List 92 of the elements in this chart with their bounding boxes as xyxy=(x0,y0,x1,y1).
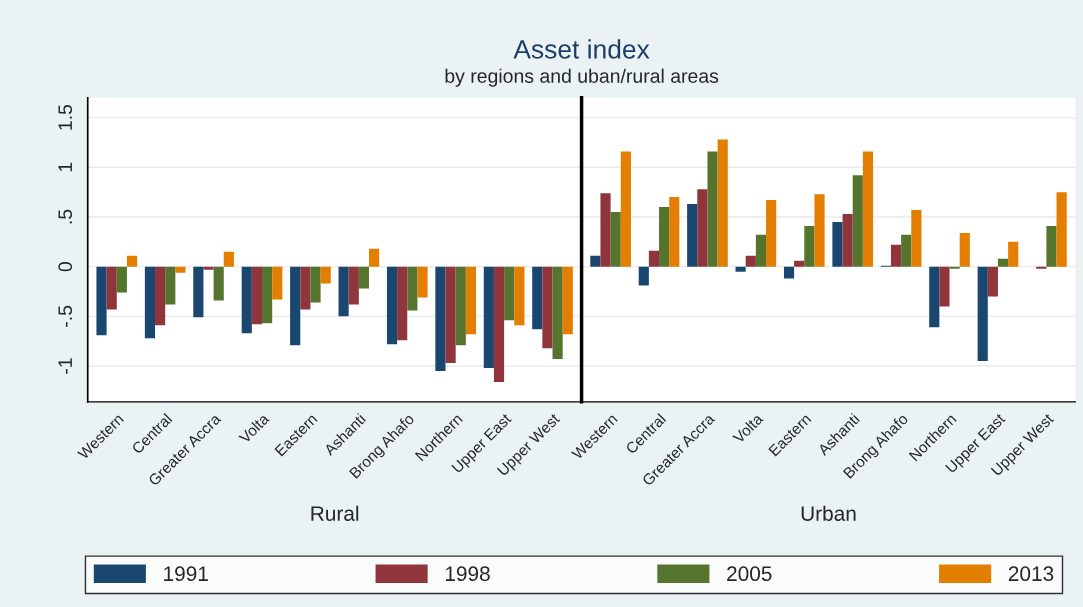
bar xyxy=(96,266,107,336)
bar xyxy=(890,244,902,267)
bar xyxy=(783,266,795,279)
y-tick-label: 1.5 xyxy=(58,104,73,130)
bar xyxy=(483,266,494,369)
bar xyxy=(669,197,680,267)
bar xyxy=(620,151,631,267)
bar xyxy=(417,266,428,298)
bar xyxy=(223,251,234,267)
bar xyxy=(862,151,874,267)
bar xyxy=(397,266,408,341)
bar xyxy=(175,266,186,273)
bar xyxy=(386,266,398,345)
bar xyxy=(407,266,418,311)
bar xyxy=(717,139,728,267)
bar xyxy=(735,266,746,272)
bar xyxy=(358,266,370,289)
bar xyxy=(697,189,708,267)
bar xyxy=(552,266,563,360)
bar xyxy=(832,221,843,267)
bar xyxy=(1008,241,1019,267)
bar xyxy=(445,266,456,364)
bar xyxy=(911,210,922,267)
legend-label: 1998 xyxy=(445,566,490,582)
y-tick-label: -.5 xyxy=(58,305,73,327)
bar xyxy=(766,200,777,267)
bar xyxy=(369,248,380,267)
bar xyxy=(193,266,204,318)
bar xyxy=(262,266,273,324)
bar xyxy=(804,225,815,267)
chart-subtitle: by regions and uban/rural areas xyxy=(445,68,719,87)
bar xyxy=(272,266,283,300)
bar xyxy=(562,266,573,335)
bar xyxy=(648,250,660,267)
bar xyxy=(493,266,505,382)
bar xyxy=(241,266,252,334)
bar xyxy=(213,266,224,301)
bar xyxy=(1056,192,1067,267)
bar xyxy=(126,255,138,267)
bar xyxy=(745,255,756,267)
bar xyxy=(959,232,970,267)
y-tick-label: 1 xyxy=(58,162,72,172)
bar xyxy=(144,266,156,339)
bar xyxy=(532,266,543,330)
y-tick-label: -1 xyxy=(58,358,72,374)
bar xyxy=(707,151,718,267)
bar xyxy=(590,255,601,267)
legend-label: 2005 xyxy=(727,566,772,582)
bar xyxy=(155,266,166,326)
bar xyxy=(542,266,553,349)
bar xyxy=(251,266,263,325)
bar xyxy=(203,266,214,270)
bar xyxy=(465,266,477,335)
bar xyxy=(600,193,611,267)
bar xyxy=(514,266,525,326)
bar xyxy=(929,266,940,328)
bar xyxy=(687,204,698,267)
x-axis-title: Urban xyxy=(801,505,856,521)
bar xyxy=(116,266,127,293)
bar xyxy=(794,260,805,267)
bar xyxy=(977,266,988,362)
legend-label: 2013 xyxy=(1008,566,1054,582)
bar xyxy=(987,266,998,297)
bar xyxy=(814,194,825,267)
bar xyxy=(348,266,359,305)
bar xyxy=(338,266,349,317)
bar xyxy=(842,214,853,267)
bar xyxy=(638,266,649,286)
x-tick-label: Volta xyxy=(238,412,270,445)
y-tick-label: .5 xyxy=(58,209,73,224)
bar xyxy=(1046,225,1057,267)
bar xyxy=(435,266,446,372)
bar xyxy=(504,266,515,321)
bar xyxy=(659,207,670,267)
bar xyxy=(310,266,321,303)
bar xyxy=(852,175,863,267)
legend-label: 1991 xyxy=(164,566,208,582)
chart-title: Asset index xyxy=(513,39,650,59)
bar xyxy=(939,266,950,307)
bar xyxy=(320,266,331,284)
bar xyxy=(997,258,1009,267)
bar xyxy=(300,266,311,310)
bar xyxy=(755,234,767,267)
bar xyxy=(610,212,621,267)
bar xyxy=(455,266,466,346)
y-tick-label: 0 xyxy=(58,262,73,272)
bar xyxy=(290,266,301,346)
bar xyxy=(165,266,176,305)
bar xyxy=(106,266,117,310)
x-axis-title: Rural xyxy=(311,505,359,521)
bar xyxy=(901,234,912,267)
x-tick-label: Volta xyxy=(731,412,764,445)
